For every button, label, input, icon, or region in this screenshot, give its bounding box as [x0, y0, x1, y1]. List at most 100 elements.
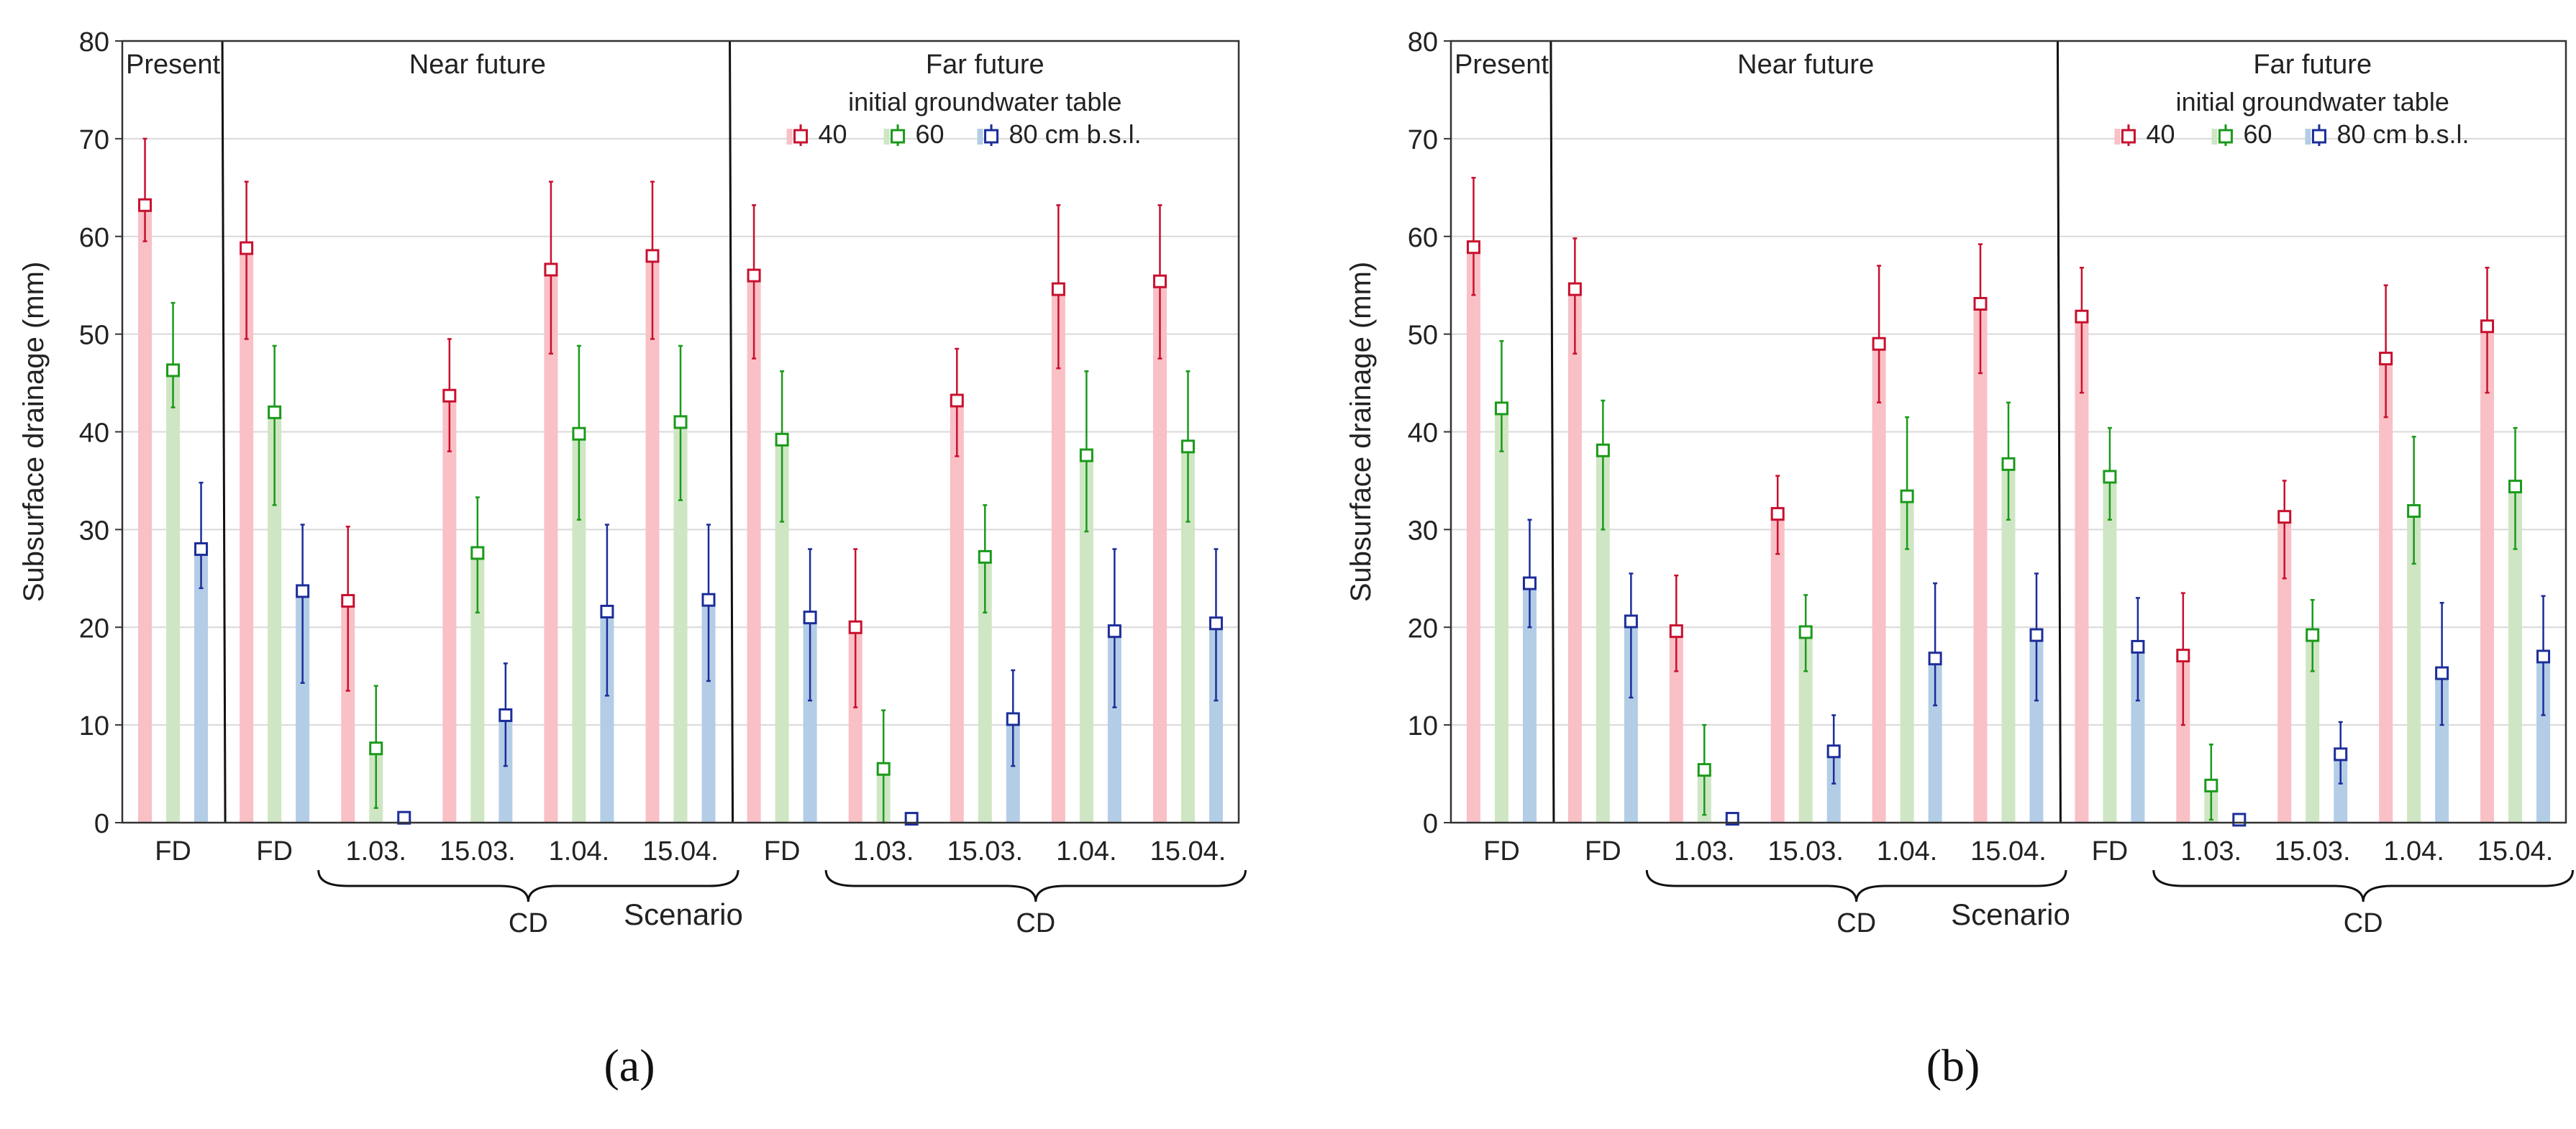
mean-marker: [1051, 282, 1065, 296]
y-axis-title: Subsurface drainage (mm): [18, 262, 50, 603]
bar-0-6: [747, 275, 761, 823]
mean-marker: [2480, 319, 2495, 334]
mean-marker: [1872, 337, 1886, 351]
bar-1-4: [572, 434, 586, 823]
x-tick-label: FD: [1585, 836, 1621, 867]
legend-label: 40: [2146, 119, 2175, 149]
bar-2-10: [1209, 623, 1223, 823]
y-tick-label: 80: [1408, 27, 1438, 58]
y-tick-label: 30: [79, 516, 109, 546]
mean-marker: [1669, 624, 1683, 639]
x-tick-label: 1.03.: [345, 836, 406, 867]
period-label: Present: [1455, 50, 1549, 80]
mean-marker: [2407, 504, 2421, 518]
mean-marker: [499, 708, 513, 723]
mean-marker: [1770, 507, 1785, 521]
legend-swatch: [2305, 129, 2311, 145]
y-tick-label: 50: [79, 321, 109, 351]
bar-2-4: [1928, 658, 1942, 823]
y-axis-title: Subsurface drainage (mm): [1345, 262, 1377, 603]
mean-marker: [2232, 813, 2247, 827]
y-tick-label: 40: [79, 419, 109, 449]
bar-0-3: [442, 396, 457, 823]
bar-1-3: [1798, 632, 1813, 823]
x-tick-label: 1.03.: [2181, 836, 2242, 867]
x-tick-label: FD: [1483, 836, 1520, 867]
legend-marker: [2218, 129, 2233, 144]
bar-0-1: [1567, 289, 1582, 823]
mean-marker: [2277, 510, 2292, 524]
bar-0-7: [2176, 655, 2190, 823]
mean-marker: [1494, 401, 1508, 416]
y-tick-label: 40: [1408, 419, 1438, 449]
bar-1-8: [2306, 635, 2320, 823]
legend-label: 80 cm b.s.l.: [2336, 119, 2469, 149]
bar-2-9: [2435, 673, 2449, 823]
mean-marker: [1798, 625, 1813, 639]
cd-label: CD: [509, 908, 548, 938]
mean-marker: [645, 249, 660, 263]
cd-label: CD: [1837, 908, 1876, 938]
y-tick-label: 70: [79, 125, 109, 155]
x-tick-label: 15.04.: [2477, 836, 2554, 867]
mean-marker: [1006, 712, 1020, 726]
bar-0-2: [341, 600, 355, 823]
mean-marker: [1567, 282, 1582, 296]
bar-1-1: [268, 412, 282, 823]
cd-brace: [824, 869, 1247, 902]
mean-marker: [1973, 297, 1988, 311]
x-tick-label: 15.03.: [1767, 836, 1844, 867]
bar-0-7: [848, 627, 863, 823]
bar-2-6: [2131, 646, 2145, 823]
y-tick-label: 0: [94, 809, 109, 839]
period-label: Near future: [1737, 50, 1874, 80]
bar-1-5: [2001, 464, 2016, 823]
mean-marker: [1107, 624, 1121, 639]
y-tick-label: 60: [1408, 223, 1438, 253]
mean-marker: [2508, 480, 2523, 494]
x-tick-label: 15.03.: [2275, 836, 2351, 867]
cd-brace: [1645, 869, 2067, 902]
bar-0-0: [138, 205, 153, 823]
mean-marker: [2131, 639, 2145, 654]
mean-marker: [166, 363, 181, 378]
legend-label: 60: [2243, 119, 2272, 149]
bar-1-9: [2407, 511, 2421, 823]
mean-marker: [904, 812, 919, 826]
mean-marker: [2204, 778, 2218, 792]
bar-2-8: [2334, 754, 2348, 823]
bar-0-4: [544, 269, 558, 823]
chart-panel-a: 0 10 20 30 40 50 60 70 80 FD FD 1.03. 15.03. 1.04. 15.…: [18, 27, 1247, 1091]
x-tick-label: 15.04.: [1970, 836, 2047, 867]
period-separator: [729, 40, 734, 823]
bar-1-4: [1900, 496, 1914, 823]
bar-2-5: [701, 600, 716, 823]
mean-marker: [2306, 628, 2320, 642]
x-tick-label: 15.04.: [1150, 836, 1226, 867]
legend-label: 40: [819, 119, 847, 149]
mean-marker: [442, 388, 457, 403]
x-tick-label: 15.03.: [947, 836, 1023, 867]
y-tick-label: 60: [79, 223, 109, 253]
mean-marker: [701, 593, 716, 607]
chart-panel-b: 0 10 20 30 40 50 60 70 80 FD FD 1.03. 15.03. 1.04. 15.…: [1345, 27, 2575, 1091]
bar-0-10: [2480, 326, 2495, 823]
bar-2-10: [2536, 657, 2551, 823]
x-axis-title: Scenario: [624, 897, 743, 931]
x-tick-label: 1.04.: [1877, 836, 1938, 867]
bar-2-4: [600, 611, 614, 823]
mean-marker: [2334, 747, 2348, 762]
bar-0-0: [1466, 247, 1480, 823]
mean-marker: [470, 546, 485, 560]
mean-marker: [600, 605, 614, 619]
mean-marker: [1725, 812, 1739, 826]
mean-marker: [341, 594, 355, 608]
bar-1-5: [673, 421, 688, 823]
bar-2-3: [499, 715, 513, 823]
cd-brace: [2152, 869, 2575, 902]
mean-marker: [2029, 628, 2044, 642]
mean-marker: [848, 620, 863, 634]
plot-frame: [1449, 40, 2567, 824]
legend-title: initial groundwater table: [2176, 87, 2449, 116]
